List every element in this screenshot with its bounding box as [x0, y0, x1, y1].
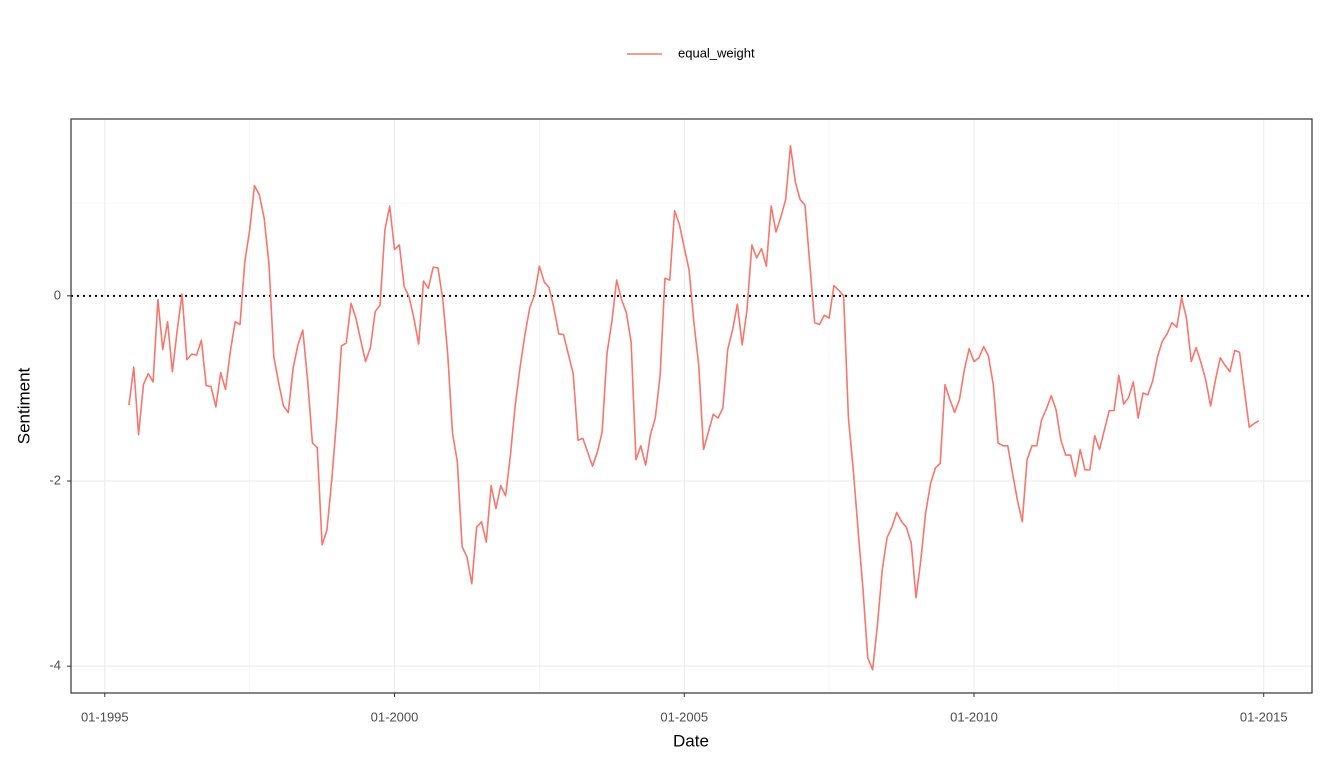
y-tick-label: 0 — [54, 287, 61, 302]
x-tick-label: 01-2015 — [1240, 709, 1288, 724]
x-tick-label: 01-2005 — [660, 709, 708, 724]
data-line — [128, 145, 1260, 671]
x-tick-label: 01-2000 — [371, 709, 419, 724]
y-tick-label: -4 — [49, 658, 61, 673]
legend-label: equal_weight — [678, 45, 755, 60]
y-axis-title: Sentiment — [14, 367, 33, 444]
plot-border — [70, 118, 1313, 694]
y-tick-label: -2 — [49, 472, 61, 487]
x-tick-label: 01-1995 — [81, 709, 129, 724]
x-tick-label: 01-2010 — [950, 709, 998, 724]
x-axis-title: Date — [673, 731, 709, 750]
